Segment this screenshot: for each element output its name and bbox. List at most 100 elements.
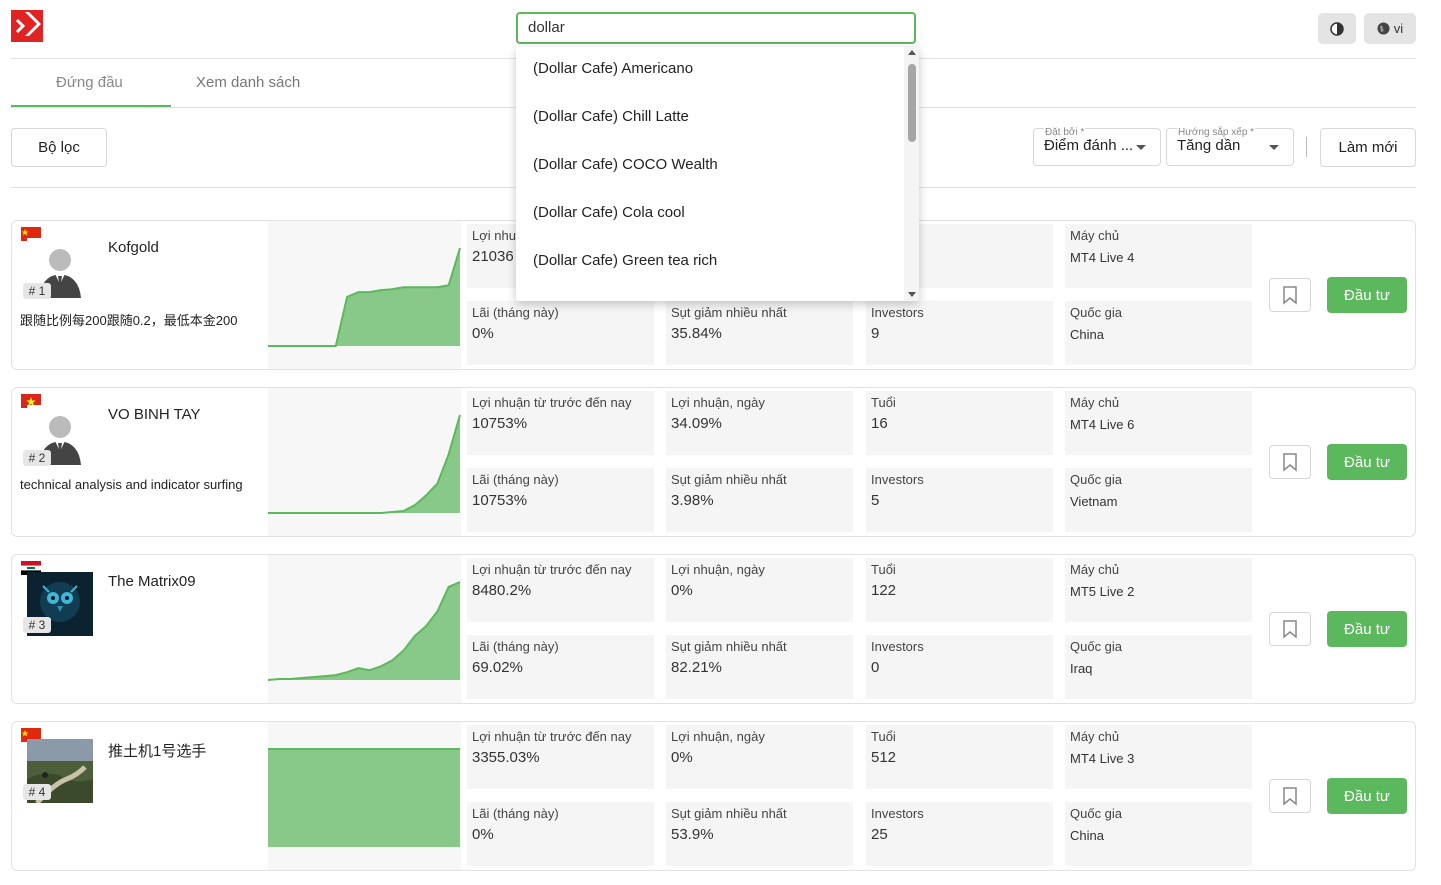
stat-value: MT4 Live 4 (1070, 250, 1135, 265)
stat-profit-month: Lãi (tháng này) 0% (467, 802, 654, 866)
language-button[interactable]: vi (1364, 13, 1416, 44)
globe-icon (1377, 22, 1390, 35)
stat-label: Lợi nhuận, ngày (671, 395, 765, 410)
stat-investors: Investors 25 (866, 802, 1053, 866)
trader-name[interactable]: Kofgold (108, 239, 159, 256)
stat-value: 0% (671, 582, 693, 599)
stat-profit-month: Lãi (tháng này) 0% (467, 301, 654, 365)
bookmark-icon (1283, 453, 1297, 472)
chevron-down-icon (1136, 145, 1146, 150)
filter-button[interactable]: Bộ lọc (11, 128, 107, 167)
bookmark-icon (1283, 787, 1297, 806)
rank-badge: # 3 (23, 617, 51, 633)
stat-label: Tuổi (871, 729, 896, 744)
suggestion-item[interactable]: (Dollar Cafe) Chill Latte (533, 108, 689, 125)
stat-value: 82.21% (671, 659, 722, 676)
refresh-button[interactable]: Làm mới (1320, 128, 1416, 167)
suggestion-item[interactable]: (Dollar Cafe) COCO Wealth (533, 156, 718, 173)
trader-name[interactable]: VO BINH TAY (108, 406, 201, 423)
trader-name[interactable]: 推土机1号选手 (108, 743, 207, 760)
stat-profit-total: Lợi nhuận từ trước đến nay 8480.2% (467, 558, 654, 622)
stat-label: Máy chủ (1070, 228, 1120, 243)
tab-list[interactable]: Xem danh sách (196, 74, 301, 91)
stat-country: Quốc gia Vietnam (1065, 468, 1252, 532)
stat-country: Quốc gia Iraq (1065, 635, 1252, 699)
stat-label: Quốc gia (1070, 806, 1123, 821)
stat-value: 69.02% (472, 659, 523, 676)
trader-card[interactable]: # 3 The Matrix09 Lợi nhuận từ trước đến na… (11, 554, 1416, 704)
stat-value: 5 (871, 492, 880, 509)
stat-profit-total: Lợi nhuận từ trước đến nay 10753% (467, 391, 654, 455)
stat-value: 0% (472, 325, 494, 342)
stat-label: Investors (871, 472, 924, 487)
stat-label: Quốc gia (1070, 472, 1123, 487)
rank-badge: # 4 (23, 784, 51, 800)
invest-button[interactable]: Đầu tư (1327, 444, 1407, 480)
equity-chart-panel (267, 555, 461, 703)
suggestion-item[interactable]: (Dollar Cafe) Americano (533, 60, 694, 77)
trader-name[interactable]: The Matrix09 (108, 573, 196, 590)
bookmark-button[interactable] (1269, 779, 1311, 813)
suggestion-item[interactable]: (Dollar Cafe) Green tea rich (533, 252, 718, 269)
scroll-down-icon[interactable] (908, 292, 916, 297)
rank-badge: # 2 (23, 450, 51, 466)
stat-label: Lãi (tháng này) (472, 305, 559, 320)
suggestion-item[interactable]: (Dollar Cafe) Cola cool (533, 204, 685, 221)
theme-toggle-button[interactable] (1318, 13, 1356, 44)
app-logo[interactable] (11, 10, 43, 42)
country-flag-icon (21, 394, 41, 408)
stat-country: Quốc gia China (1065, 802, 1252, 866)
toolbar-separator (1306, 137, 1307, 157)
invest-button[interactable]: Đầu tư (1327, 778, 1407, 814)
invest-button[interactable]: Đầu tư (1327, 277, 1407, 313)
trader-card[interactable]: # 4 推土机1号选手 Lợi nhuận từ trước đến nay 3355… (11, 721, 1416, 871)
stat-profit-day: Lợi nhuận, ngày 0% (666, 558, 853, 622)
dropdown-scrollbar[interactable] (904, 47, 919, 301)
stat-profit-total: Lợi nhuận từ trước đến nay 3355.03% (467, 725, 654, 789)
stat-label: Lợi nhuận từ trước đến nay (472, 562, 632, 577)
stat-label: Máy chủ (1070, 395, 1120, 410)
equity-line (268, 247, 461, 347)
search-input[interactable]: dollar (516, 12, 916, 44)
invest-button[interactable]: Đầu tư (1327, 611, 1407, 647)
trader-avatar (27, 572, 93, 636)
stat-value: 3355.03% (472, 749, 540, 766)
stat-label: Investors (871, 806, 924, 821)
stat-country: Quốc gia China (1065, 301, 1252, 365)
stat-value: 16 (871, 415, 888, 432)
bookmark-button[interactable] (1269, 612, 1311, 646)
sort-by-select[interactable]: Đặt bởi * Điểm đánh ... (1033, 127, 1161, 166)
stat-age: Tuổi 122 (866, 558, 1053, 622)
stat-label: Lợi nhuận từ trước đến nay (472, 395, 632, 410)
bookmark-button[interactable] (1269, 278, 1311, 312)
stat-label: Lợi nhuận từ trước đến nay (472, 729, 632, 744)
stat-label: Investors (871, 305, 924, 320)
stat-label: Sụt giảm nhiều nhất (671, 806, 787, 821)
stat-value: China (1070, 828, 1104, 843)
equity-chart (267, 581, 461, 681)
equity-chart (268, 414, 461, 514)
trader-card[interactable]: # 2 VO BINH TAY technical analysis and ind… (11, 387, 1416, 537)
stat-investors: Investors 0 (866, 635, 1053, 699)
stat-value: 25 (871, 826, 888, 843)
stat-label: Lợi nhuận, ngày (671, 562, 765, 577)
bookmark-button[interactable] (1269, 445, 1311, 479)
equity-chart-panel (268, 388, 461, 536)
stat-value: 35.84% (671, 325, 722, 342)
scrollbar-thumb[interactable] (908, 64, 916, 142)
stat-value: 53.9% (671, 826, 714, 843)
stat-label: Máy chủ (1070, 562, 1120, 577)
scroll-up-icon[interactable] (908, 50, 916, 55)
equity-chart-panel (268, 722, 461, 870)
contrast-icon (1330, 21, 1344, 36)
search-suggestions-dropdown: (Dollar Cafe) Americano (Dollar Cafe) Ch… (516, 47, 919, 301)
stat-label: Sụt giảm nhiều nhất (671, 639, 787, 654)
tab-top[interactable]: Đứng đầu (56, 74, 123, 91)
stat-label: Lãi (tháng này) (472, 472, 559, 487)
sort-direction-select[interactable]: Hướng sắp xếp * Tăng dần (1166, 127, 1294, 166)
stat-value: 0 (871, 659, 880, 676)
stat-max-drawdown: Sụt giảm nhiều nhất 35.84% (666, 301, 853, 365)
stat-server: Máy chủ MT4 Live 6 (1065, 391, 1252, 455)
stat-max-drawdown: Sụt giảm nhiều nhất 82.21% (666, 635, 853, 699)
stat-value: 3.98% (671, 492, 714, 509)
